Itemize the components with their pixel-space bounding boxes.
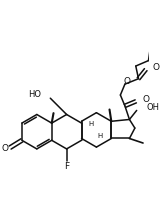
Text: H: H bbox=[88, 121, 94, 127]
Text: F: F bbox=[64, 162, 69, 171]
Text: O: O bbox=[152, 63, 159, 72]
Text: O: O bbox=[123, 77, 130, 86]
Text: OH: OH bbox=[147, 103, 160, 112]
Text: O: O bbox=[142, 95, 149, 104]
Text: O: O bbox=[1, 144, 8, 153]
Text: HO: HO bbox=[28, 90, 41, 99]
Text: H: H bbox=[97, 133, 103, 139]
